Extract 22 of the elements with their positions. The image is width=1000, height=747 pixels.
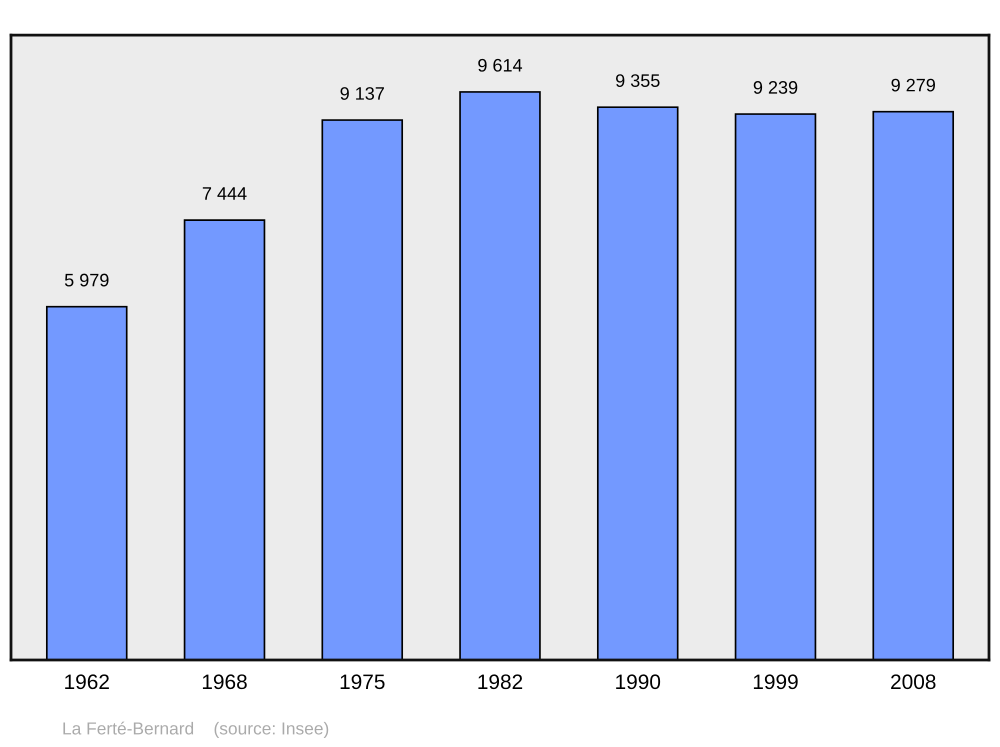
bar	[872, 110, 954, 660]
bar	[596, 106, 679, 660]
bar	[184, 219, 266, 660]
x-tick-label: 1975	[340, 674, 385, 690]
data-label: 9 239	[754, 81, 798, 94]
data-label: 9 279	[891, 78, 935, 92]
bar	[321, 119, 404, 660]
data-label: 9 614	[478, 58, 522, 72]
bar	[734, 113, 816, 660]
bar	[46, 306, 128, 660]
x-tick-label: 2008	[891, 674, 936, 690]
bar	[459, 91, 541, 660]
data-label: 7 444	[202, 187, 247, 200]
x-tick-label: 1982	[478, 674, 522, 690]
x-tick-label: 1962	[65, 674, 109, 690]
data-label: 9 355	[616, 74, 660, 87]
data-label: 9 137	[340, 87, 384, 100]
x-tick-label: 1990	[616, 674, 660, 690]
x-tick-label: 1999	[754, 674, 798, 690]
x-tick-label: 1968	[202, 674, 247, 690]
text: La Ferté-Bernard (source: Insee)	[63, 722, 328, 738]
data-label: 5 979	[64, 274, 108, 286]
